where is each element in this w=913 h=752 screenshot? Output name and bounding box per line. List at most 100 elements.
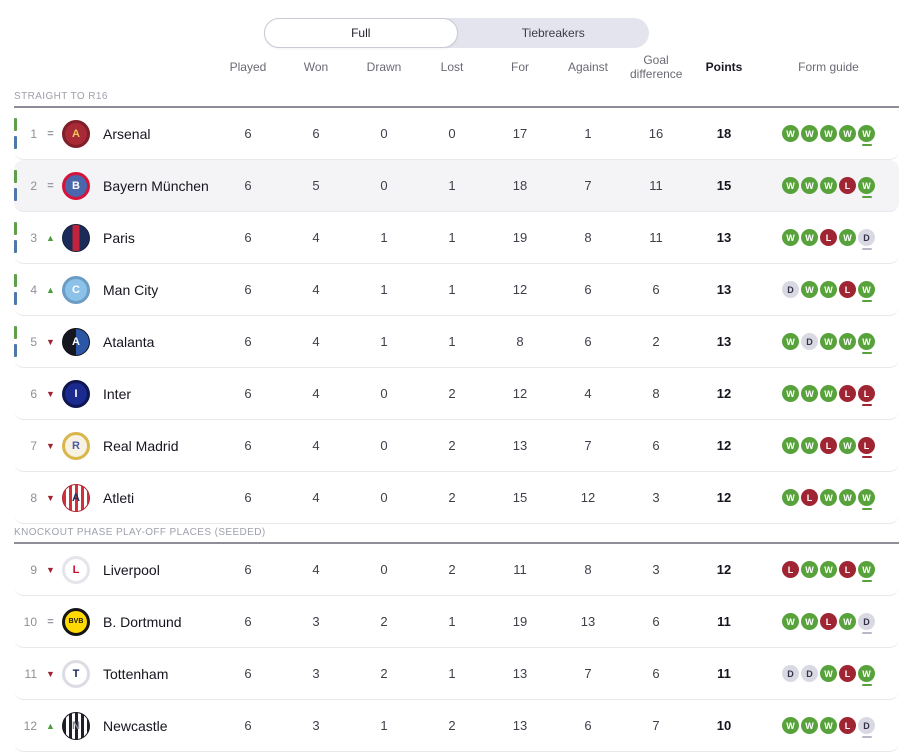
team-cell: 4 ▲ C Man City [14,264,214,315]
position-number: 11 [24,666,37,681]
form-result-w: W [782,333,799,350]
points-value: 10 [716,718,732,733]
form-result-w: W [858,489,875,510]
stat-value: 6 [244,666,252,681]
points-value: 11 [717,666,731,681]
team-badge-icon: B [62,171,90,200]
stat-value: 1 [448,178,456,193]
stat-value: 4 [584,386,592,401]
table-row[interactable]: 12 ▲ N Newcastle 6 3 1 2 13 6 7 10 W W W L D [14,700,899,752]
form-result-w: W [858,281,875,302]
form-result-w: W [858,125,875,146]
toggle-full[interactable]: Full [264,18,458,48]
team-name: Man City [103,281,159,298]
stat-value: 4 [312,230,320,245]
stat-value: 4 [312,334,320,349]
form-result-d: D [782,281,799,298]
position-number: 4 [30,282,37,297]
table-row[interactable]: 2 = B Bayern München 6 5 0 1 18 7 11 15 W W W L W [14,160,899,212]
stat-value: 1 [448,230,456,245]
form-result-d: D [801,333,818,350]
stat-value: 4 [312,386,320,401]
table-row[interactable]: 3 ▲ Paris 6 4 1 1 19 8 11 13 W W L W D [14,212,899,264]
form-result-w: W [782,437,799,454]
movement-down-icon: ▼ [46,336,55,347]
stat-value: 4 [312,562,320,577]
stat-value: 17 [512,126,528,141]
stat-value: 19 [512,614,528,629]
form-result-w: W [820,333,837,350]
points-value: 12 [716,562,732,577]
header-form-guide: Form guide [798,60,859,75]
table-row[interactable]: 4 ▲ C Man City 6 4 1 1 12 6 6 13 D W W L W [14,264,899,316]
form-result-w: W [782,229,799,246]
stat-value: 12 [512,386,528,401]
qualification-bar-green [14,274,17,287]
stat-value: 6 [244,438,252,453]
header-for: For [511,60,529,75]
position-number: 6 [30,386,37,401]
form-result-w: W [801,561,818,578]
movement-down-icon: ▼ [46,668,55,679]
header-points: Points [705,60,743,75]
section-label: KNOCKOUT PHASE PLAY-OFF PLACES (SEEDED) [14,524,899,544]
stat-value: 2 [380,666,388,681]
form-result-w: W [782,717,799,734]
stat-value: 3 [312,718,320,733]
team-name: Liverpool [103,561,160,578]
form-result-w: W [820,665,837,682]
form-result-w: W [782,125,799,142]
form-result-l: L [839,177,856,194]
qualification-bars [14,378,17,409]
stat-value: 12 [512,282,528,297]
form-result-w: W [801,437,818,454]
qualification-bars [14,118,17,149]
team-badge-icon: N [62,711,90,740]
points-value: 13 [716,282,732,297]
table-row[interactable]: 8 ▼ A Atleti 6 4 0 2 15 12 3 12 W L W W W [14,472,899,524]
table-row[interactable]: 1 = A Arsenal 6 6 0 0 17 1 16 18 W W W W W [14,108,899,160]
team-badge-icon: T [62,659,90,688]
movement-down-icon: ▼ [46,564,55,575]
stat-value: 6 [244,490,252,505]
stat-value: 1 [448,666,456,681]
team-cell: 9 ▼ L Liverpool [14,544,214,595]
team-name: Tottenham [103,665,169,682]
form-result-l: L [858,385,875,406]
table-row[interactable]: 9 ▼ L Liverpool 6 4 0 2 11 8 3 12 L W W L W [14,544,899,596]
stat-value: 13 [580,614,596,629]
stat-value: 4 [312,490,320,505]
stat-value: 6 [244,230,252,245]
stat-value: 6 [652,614,660,629]
form-result-w: W [782,177,799,194]
header-goal-difference: Goal difference [630,53,683,81]
stat-value: 18 [512,178,528,193]
toggle-tiebreakers[interactable]: Tiebreakers [521,26,585,40]
stat-value: 3 [652,562,660,577]
header-against: Against [567,60,609,75]
movement-down-icon: ▼ [46,388,55,399]
movement-up-icon: ▲ [46,232,55,243]
table-row[interactable]: 5 ▼ A Atalanta 6 4 1 1 8 6 2 13 W D W W W [14,316,899,368]
team-cell: 2 = B Bayern München [14,160,214,211]
team-name: Real Madrid [103,437,179,454]
stat-value: 0 [380,178,388,193]
team-cell: 12 ▲ N Newcastle [14,700,214,751]
qualification-bar-green [14,170,17,183]
form-result-w: W [839,437,856,454]
position-number: 12 [23,718,37,733]
stat-value: 8 [652,386,660,401]
table-row[interactable]: 7 ▼ R Real Madrid 6 4 0 2 13 7 6 12 W W L W L [14,420,899,472]
team-name: Paris [103,229,135,246]
table-row[interactable]: 10 = BVB B. Dortmund 6 3 2 1 19 13 6 11 W W L W D [14,596,899,648]
form-result-w: W [801,229,818,246]
qualification-bars [14,554,17,585]
team-cell: 3 ▲ Paris [14,212,214,263]
table-row[interactable]: 11 ▼ T Tottenham 6 3 2 1 13 7 6 11 D D W L W [14,648,899,700]
qualification-bar-green [14,118,17,131]
position-number: 2 [30,178,37,193]
table-row[interactable]: 6 ▼ I Inter 6 4 0 2 12 4 8 12 W W W L L [14,368,899,420]
